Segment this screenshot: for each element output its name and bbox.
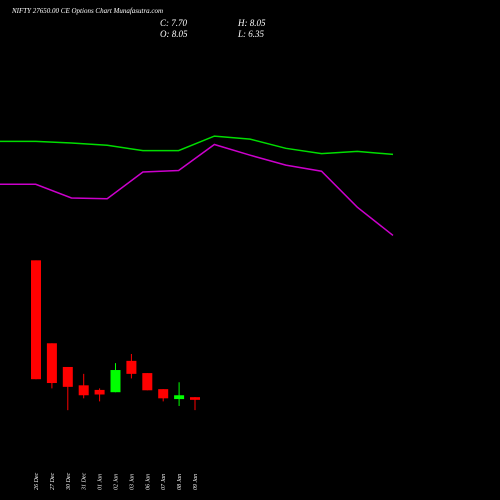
candle-body bbox=[142, 373, 153, 391]
x-tick-label: 02 Jan bbox=[114, 474, 120, 490]
x-tick-label: 30 Dec bbox=[66, 473, 72, 491]
candle-body bbox=[62, 366, 73, 387]
x-tick-label: 08 Jan bbox=[177, 474, 183, 490]
chart-title: NIFTY 27650.00 CE Options Chart Munafasu… bbox=[11, 7, 163, 15]
candle-body bbox=[78, 385, 89, 396]
candle-body bbox=[190, 397, 200, 400]
x-tick-label: 27 Dec bbox=[50, 473, 56, 490]
high-label: H: 8.05 bbox=[237, 18, 266, 28]
x-tick-label: 01 Jan bbox=[98, 474, 104, 490]
x-tick-label: 26 Dec bbox=[34, 473, 40, 490]
candle-body bbox=[94, 389, 105, 395]
candle-body bbox=[126, 360, 137, 374]
indicator-line bbox=[0, 143, 394, 237]
x-tick-label: 09 Jan bbox=[193, 474, 199, 490]
x-tick-label: 06 Jan bbox=[145, 474, 151, 490]
x-tick-label: 03 Jan bbox=[129, 474, 135, 490]
candle-body bbox=[174, 395, 185, 400]
candle-body bbox=[158, 389, 169, 399]
close-label: C: 7.70 bbox=[160, 18, 188, 28]
candle-body bbox=[110, 370, 121, 393]
x-tick-label: 07 Jan bbox=[161, 474, 167, 490]
open-label: O: 8.05 bbox=[160, 29, 188, 39]
candle-body bbox=[46, 343, 57, 384]
low-label: L: 6.35 bbox=[237, 29, 265, 39]
candle-body bbox=[31, 260, 41, 380]
indicator-line bbox=[0, 135, 394, 156]
x-tick-label: 31 Dec bbox=[82, 473, 88, 491]
